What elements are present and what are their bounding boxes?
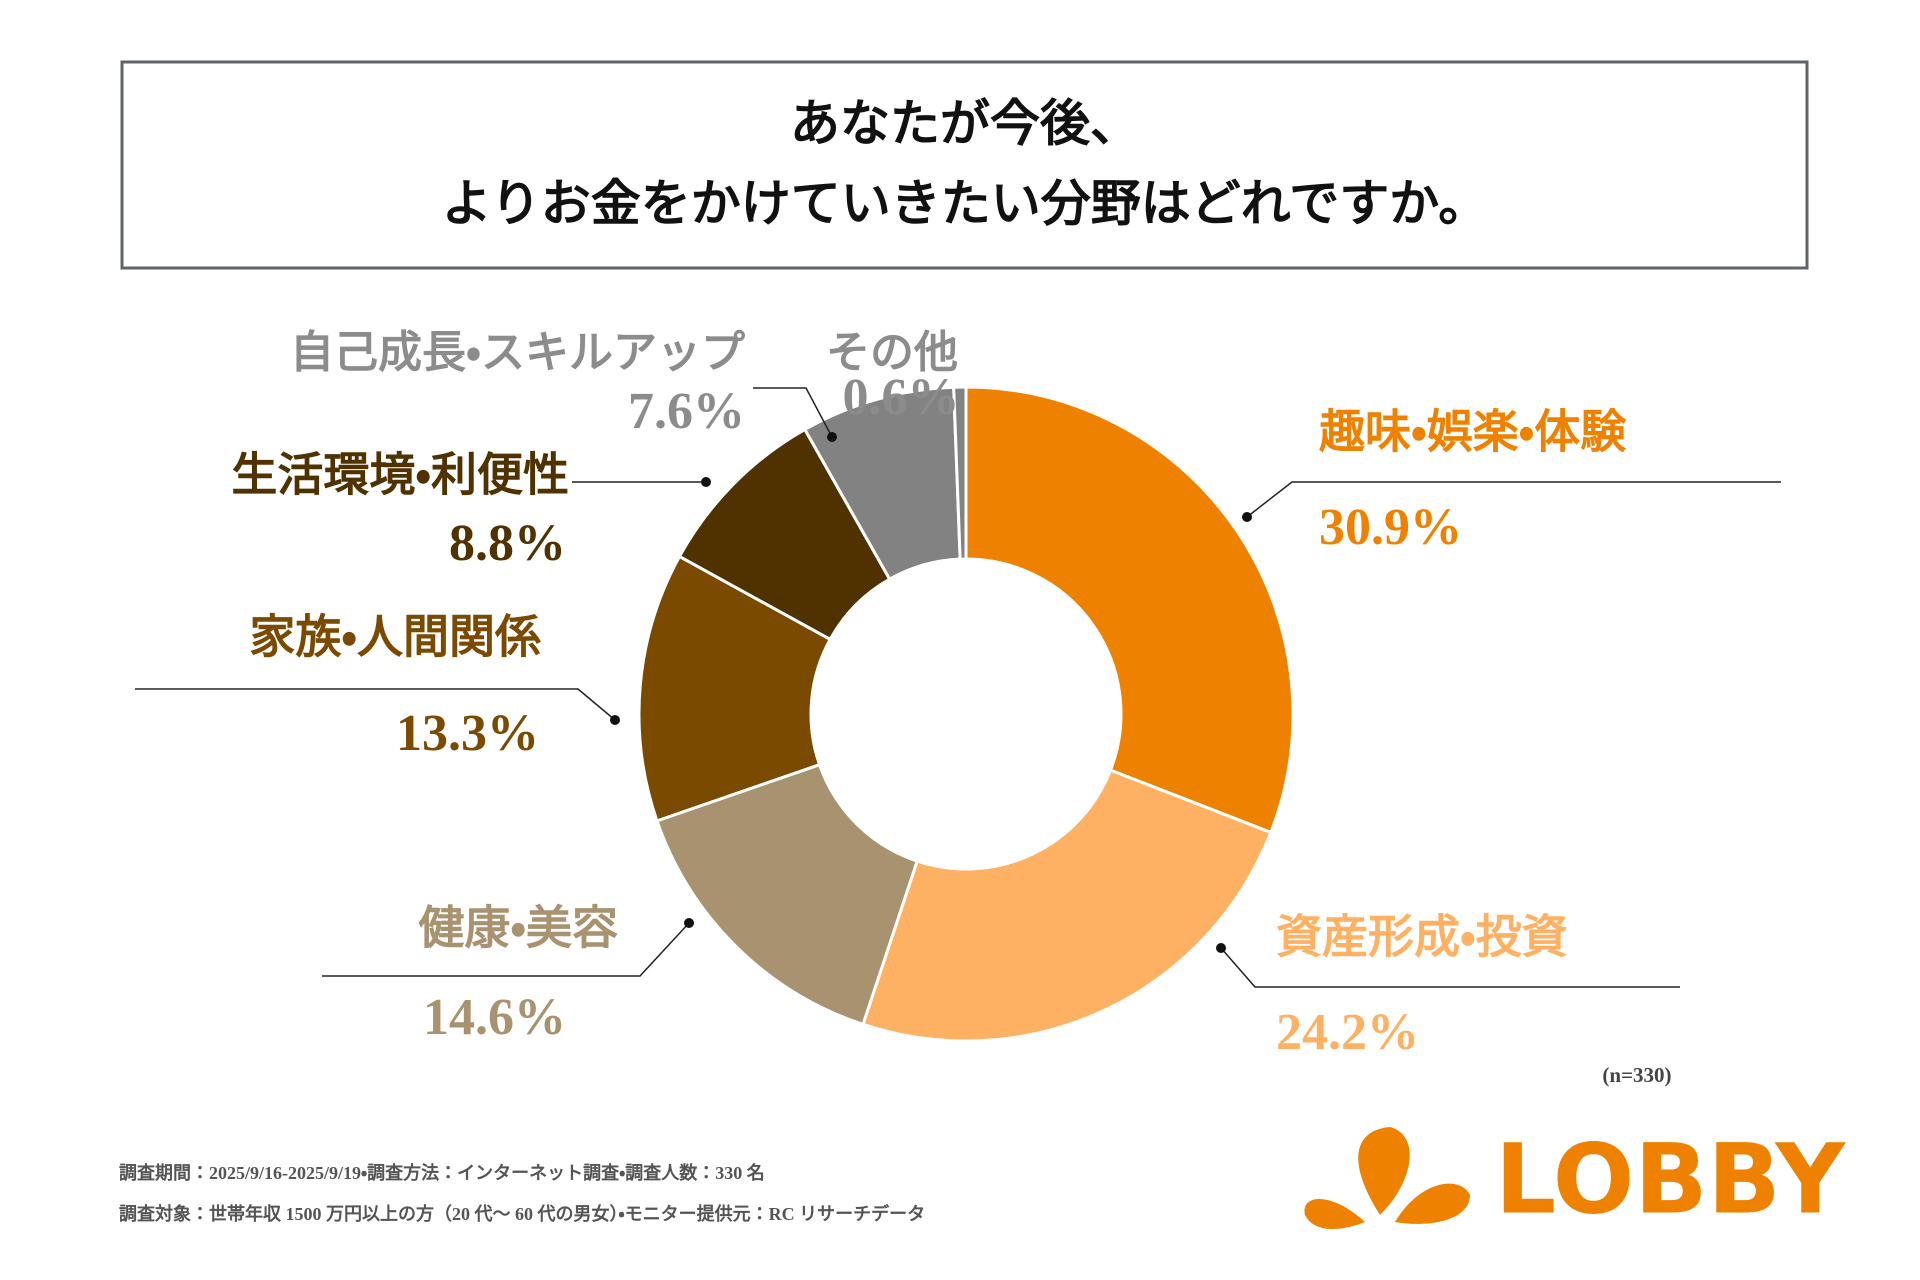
donut-segment bbox=[861, 768, 1273, 1043]
logo-mark bbox=[1304, 1127, 1470, 1230]
value-label: 30.9% bbox=[1319, 499, 1462, 556]
logo-text: LOBBY bbox=[1495, 1123, 1846, 1235]
leader-line bbox=[135, 688, 616, 721]
footnote: 調査対象：世帯年収 1500 万円以上の方（20 代～ 60 代の男女）・モニタ… bbox=[119, 1203, 925, 1224]
title-line: あなたが今後、 bbox=[790, 95, 1140, 151]
leader-dot bbox=[684, 918, 694, 928]
value-label: 24.2% bbox=[1276, 1004, 1419, 1061]
value-label: 8.8% bbox=[449, 515, 566, 572]
value-label: 0.6% bbox=[843, 369, 960, 426]
leader-dot bbox=[1242, 512, 1252, 522]
donut-segment bbox=[964, 385, 1295, 835]
sample-note: (n=330) bbox=[1602, 1063, 1671, 1087]
leader-line bbox=[1246, 481, 1781, 518]
title-line: よりお金をかけていきたい分野はどれですか。 bbox=[442, 175, 1489, 231]
value-label: 7.6% bbox=[628, 383, 745, 440]
category-label: 生活環境・利便性 bbox=[231, 450, 569, 501]
donut-segment bbox=[637, 554, 833, 823]
title-box bbox=[120, 60, 1809, 270]
donut-segment bbox=[952, 385, 968, 561]
footnote: 調査期間：2025/9/16-2025/9/19・調査方法：インターネット調査・… bbox=[119, 1162, 765, 1183]
value-label: 14.6% bbox=[423, 989, 566, 1046]
category-label: 自己成長・スキルアップ bbox=[290, 328, 745, 377]
leader-dot bbox=[1216, 943, 1226, 953]
leader-dot bbox=[610, 715, 620, 725]
category-label: 家族・人間関係 bbox=[249, 612, 541, 663]
category-label: その他 bbox=[826, 328, 958, 377]
donut-segment bbox=[655, 762, 920, 1027]
category-label: 趣味・娯楽・体験 bbox=[1319, 407, 1627, 458]
leader-line bbox=[322, 922, 690, 977]
leader-line bbox=[1220, 947, 1680, 988]
value-label: 13.3% bbox=[396, 705, 539, 762]
leader-line bbox=[753, 387, 833, 438]
category-label: 資産形成・投資 bbox=[1276, 912, 1568, 963]
leader-dot bbox=[827, 432, 837, 442]
category-label: 健康・美容 bbox=[418, 903, 618, 954]
leader-dot bbox=[701, 477, 711, 487]
